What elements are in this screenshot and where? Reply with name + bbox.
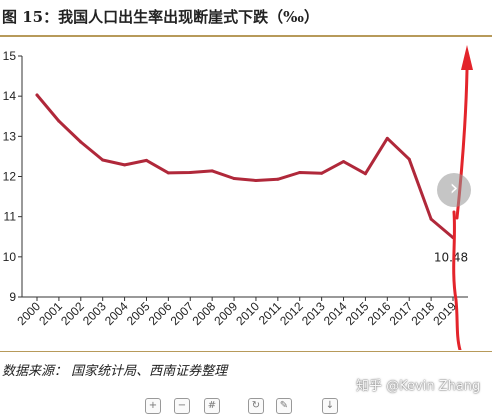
zoom-in-icon[interactable]: + bbox=[145, 398, 161, 414]
chevron-right-icon: › bbox=[449, 176, 459, 201]
data-point bbox=[79, 140, 83, 144]
x-tick-label: 2015 bbox=[343, 299, 372, 328]
download-icon[interactable]: ↓ bbox=[322, 398, 338, 414]
x-tick-label: 2011 bbox=[256, 299, 284, 327]
y-tick-label: 14 bbox=[3, 89, 17, 103]
x-tick-label: 2001 bbox=[36, 299, 65, 328]
x-tick-label: 2017 bbox=[387, 299, 416, 328]
y-tick-label: 11 bbox=[4, 210, 17, 224]
data-point bbox=[276, 177, 280, 181]
data-point bbox=[123, 163, 127, 167]
y-tick-label: 12 bbox=[3, 170, 17, 184]
arrow-tail-stroke bbox=[452, 210, 462, 350]
edit-icon[interactable]: ✎ bbox=[276, 398, 292, 414]
data-point bbox=[254, 179, 258, 183]
y-tick-label: 15 bbox=[3, 49, 17, 63]
data-point bbox=[298, 170, 302, 174]
x-tick-label: 2002 bbox=[58, 299, 87, 328]
grid-icon[interactable]: # bbox=[204, 398, 220, 414]
y-tick-label: 10 bbox=[3, 250, 17, 264]
x-tick-label: 2006 bbox=[146, 299, 175, 328]
chart-title: 图 15：我国人口出生率出现断崖式下跌（‰） bbox=[2, 8, 319, 26]
birth-rate-line bbox=[35, 93, 455, 240]
data-point bbox=[166, 171, 170, 175]
x-tick-label: 2008 bbox=[189, 299, 218, 328]
series-lines bbox=[35, 93, 455, 240]
arrow-head bbox=[461, 45, 473, 70]
data-point bbox=[385, 136, 389, 140]
zoom-out-icon[interactable]: − bbox=[174, 398, 190, 414]
data-point bbox=[101, 158, 105, 162]
data-point bbox=[57, 119, 61, 123]
watermark: 知乎 @Kevin Zhang bbox=[356, 379, 481, 394]
x-tick-label: 2010 bbox=[233, 299, 262, 328]
image-toolbar: + − # ↻ ✎ ↓ bbox=[0, 396, 501, 414]
rotate-icon[interactable]: ↻ bbox=[248, 398, 264, 414]
x-tick-label: 2004 bbox=[102, 299, 131, 328]
x-tick-label: 2018 bbox=[408, 299, 437, 328]
data-point bbox=[144, 158, 148, 162]
data-point bbox=[232, 177, 236, 181]
data-source-note: 数据来源： 国家统计局、西南证券整理 bbox=[2, 364, 228, 379]
data-point bbox=[210, 169, 214, 173]
data-point bbox=[363, 172, 367, 176]
data-point bbox=[320, 171, 324, 175]
source-divider bbox=[0, 351, 492, 352]
x-tick-label: 2013 bbox=[299, 299, 328, 328]
x-tick-label: 2007 bbox=[168, 299, 197, 328]
data-point bbox=[35, 93, 39, 97]
x-tick-label: 2000 bbox=[14, 299, 43, 328]
data-point bbox=[342, 160, 346, 164]
x-tick-label: 2014 bbox=[321, 299, 350, 328]
x-tick-label: 2005 bbox=[124, 299, 153, 328]
annotations: 10.48 bbox=[434, 251, 468, 265]
data-point bbox=[407, 157, 411, 161]
x-tick-label: 2016 bbox=[365, 299, 394, 328]
x-tick-label: 2003 bbox=[80, 299, 109, 328]
next-image-button[interactable]: › bbox=[437, 173, 471, 207]
y-axis: 9 10 11 12 13 14 15 bbox=[3, 49, 23, 304]
x-tick-label: 2009 bbox=[211, 299, 240, 328]
data-point bbox=[188, 170, 192, 174]
data-point bbox=[429, 217, 433, 221]
y-tick-label: 13 bbox=[3, 129, 17, 143]
y-tick-label: 9 bbox=[9, 290, 16, 304]
data-label-2019: 10.48 bbox=[434, 251, 468, 265]
title-divider bbox=[0, 35, 492, 37]
x-tick-label: 2012 bbox=[277, 299, 306, 328]
x-axis: 2000200120022003200420052006200720082009… bbox=[14, 296, 468, 328]
